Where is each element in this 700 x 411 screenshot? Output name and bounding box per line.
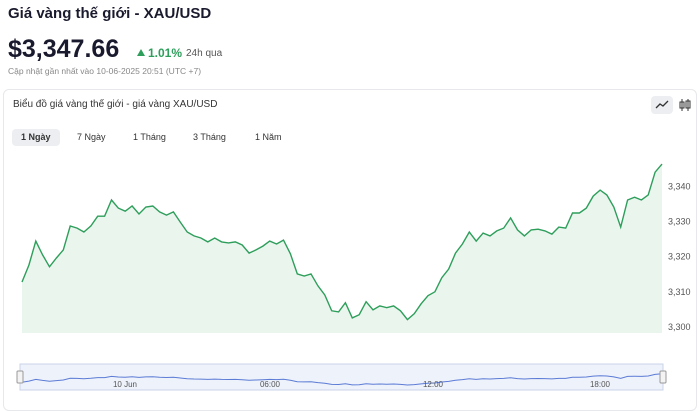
up-arrow <box>137 49 145 56</box>
price-line <box>21 163 663 321</box>
chart: 3,300 3,310 3,320 3,330 3,340 10 Jun 06:00 12:0… <box>16 163 691 391</box>
y-tick-label: 3,310 <box>668 287 691 297</box>
navigator-label: 12:00 <box>423 380 444 389</box>
y-tick-label: 3,330 <box>668 217 691 227</box>
navigator-label: 18:00 <box>590 380 611 389</box>
y-tick-label: 3,320 <box>668 252 691 262</box>
range-tab[interactable]: 1 Năm <box>255 132 282 142</box>
navigator-label: 10 Jun <box>113 380 137 389</box>
range-tab[interactable]: 1 Tháng <box>133 132 166 142</box>
navigator-line <box>21 373 663 386</box>
candle-view-button[interactable] <box>676 96 694 114</box>
price: $3,347.66 <box>8 35 120 63</box>
navigator-handle <box>16 370 24 384</box>
navigator-label: 06:00 <box>260 380 281 389</box>
range-tab[interactable]: 3 Tháng <box>193 132 226 142</box>
y-tick-label: 3,300 <box>668 322 691 332</box>
price-area <box>22 164 662 333</box>
range-tab[interactable]: 7 Ngày <box>77 132 106 142</box>
navigator-handle <box>659 370 667 384</box>
page-title: Giá vàng thế giới - XAU/USD <box>8 5 212 22</box>
change-period: 24h qua <box>186 48 223 59</box>
line-view-button[interactable] <box>651 96 673 114</box>
card-title: Biểu đồ giá vàng thế giới - giá vàng XAU… <box>13 99 218 110</box>
updated-time: Cập nhật gần nhất vào 10-06-2025 20:51 (… <box>8 66 202 76</box>
range-tab[interactable]: 1 Ngày <box>12 129 60 146</box>
price-change: 1.01% <box>148 46 183 60</box>
page: Giá vàng thế giới - XAU/USD $3,347.66 1.… <box>3 5 697 411</box>
y-tick-label: 3,340 <box>668 181 691 191</box>
